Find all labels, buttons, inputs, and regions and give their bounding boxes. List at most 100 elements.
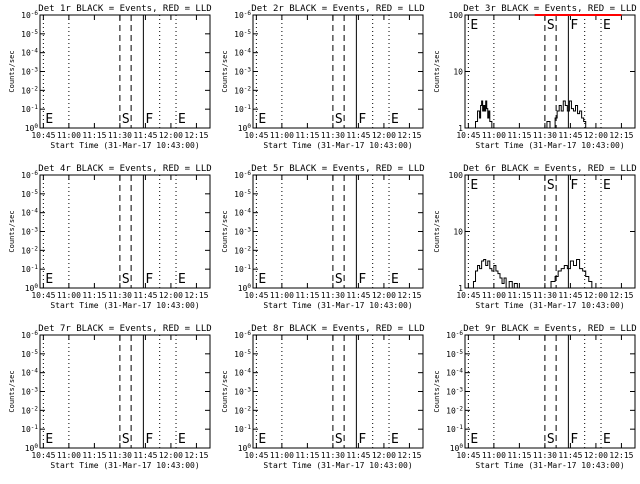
x-tick-label: 12:00 [159, 131, 183, 140]
y-tick-label: 10-2 [21, 85, 38, 95]
x-tick-label: 11:15 [507, 291, 531, 300]
y-tick-label: 10-4 [446, 368, 463, 378]
marker-label: E [603, 432, 611, 447]
x-tick-label: 11:15 [82, 451, 106, 460]
x-tick-label: 11:00 [482, 291, 506, 300]
marker-label: S [547, 18, 555, 33]
y-tick-label: 10-5 [21, 349, 38, 359]
marker-label: S [547, 432, 555, 447]
panel-title: Det 7r BLACK = Events, RED = LLD [38, 324, 211, 334]
y-tick-label: 10-3 [446, 387, 463, 397]
x-tick-label: 11:15 [82, 291, 106, 300]
marker-label: S [122, 272, 130, 287]
detector-panel-9: Det 9r BLACK = Events, RED = LLD 100 10-1 1… [433, 324, 637, 470]
y-tick-label: 10-1 [234, 104, 251, 114]
y-tick-label: 1 [458, 284, 463, 293]
y-tick-label: 1 [458, 124, 463, 133]
x-tick-label: 10:45 [31, 451, 55, 460]
marker-label: E [391, 432, 399, 447]
x-axis-label: Start Time (31-Mar-17 10:43:00) [475, 461, 624, 470]
x-tick-label: 11:45 [133, 131, 157, 140]
detector-panel-4: Det 4r BLACK = Events, RED = LLD 100 10-1 1… [8, 164, 212, 310]
x-tick-label: 11:45 [346, 291, 370, 300]
marker-label: F [145, 112, 153, 127]
x-tick-label: 12:15 [609, 291, 633, 300]
marker-label: F [145, 432, 153, 447]
y-tick-label: 100 [449, 171, 464, 180]
x-tick-label: 10:45 [244, 451, 268, 460]
detector-panel-7: Det 7r BLACK = Events, RED = LLD 100 10-1 1… [8, 324, 212, 470]
y-tick-label: 10-3 [21, 387, 38, 397]
y-tick-label: 10-5 [21, 29, 38, 39]
y-tick-label: 10-3 [234, 227, 251, 237]
x-tick-label: 11:45 [558, 291, 582, 300]
y-tick-label: 10-5 [234, 29, 251, 39]
marker-label: E [470, 18, 478, 33]
y-tick-label: 100 [238, 443, 252, 453]
x-tick-label: 12:00 [584, 291, 608, 300]
y-tick-label: 100 [449, 11, 464, 20]
y-tick-label: 10-2 [21, 405, 38, 415]
y-tick-label: 10-2 [21, 245, 38, 255]
x-tick-label: 11:30 [108, 291, 132, 300]
y-tick-label: 10-6 [234, 10, 251, 20]
y-axis-label: Counts/sec [433, 50, 441, 92]
marker-label: E [178, 112, 186, 127]
x-tick-label: 11:30 [321, 451, 345, 460]
y-tick-label: 10-1 [21, 104, 38, 114]
marker-label: E [178, 272, 186, 287]
x-tick-label: 11:30 [108, 451, 132, 460]
marker-label: F [570, 432, 578, 447]
y-tick-label: 10-4 [234, 368, 251, 378]
panel-title: Det 8r BLACK = Events, RED = LLD [251, 324, 424, 334]
y-tick-label: 100 [25, 123, 39, 133]
x-tick-label: 12:15 [397, 291, 421, 300]
marker-label: F [358, 272, 366, 287]
panel-title: Det 3r BLACK = Events, RED = LLD [463, 4, 636, 14]
marker-label: E [178, 432, 186, 447]
x-axis-label: Start Time (31-Mar-17 10:43:00) [475, 141, 624, 150]
x-tick-label: 11:30 [533, 451, 557, 460]
marker-label: S [122, 112, 130, 127]
marker-label: E [391, 272, 399, 287]
y-tick-label: 10-1 [446, 424, 463, 434]
x-tick-label: 11:15 [295, 131, 319, 140]
y-tick-label: 10-2 [234, 405, 251, 415]
y-tick-label: 10-5 [234, 349, 251, 359]
x-axis-label: Start Time (31-Mar-17 10:43:00) [50, 461, 199, 470]
y-tick-label: 100 [25, 443, 39, 453]
y-axis-label: Counts/sec [221, 370, 229, 412]
y-tick-label: 10-1 [234, 264, 251, 274]
x-tick-label: 11:00 [57, 131, 81, 140]
y-tick-label: 10-3 [234, 387, 251, 397]
x-tick-label: 11:45 [346, 451, 370, 460]
y-axis-label: Counts/sec [8, 50, 16, 92]
y-tick-label: 10-3 [21, 67, 38, 77]
marker-label: E [45, 112, 53, 127]
y-tick-label: 10-5 [234, 189, 251, 199]
x-tick-label: 11:00 [57, 291, 81, 300]
events-series [465, 258, 635, 289]
y-tick-label: 10-6 [234, 330, 251, 340]
panel-title: Det 2r BLACK = Events, RED = LLD [251, 4, 424, 14]
x-axis-label: Start Time (31-Mar-17 10:43:00) [263, 141, 412, 150]
detector-panel-6: Det 6r BLACK = Events, RED = LLD 1 10 100 10… [433, 164, 637, 310]
marker-label: F [358, 432, 366, 447]
y-tick-label: 10-2 [446, 405, 463, 415]
x-tick-label: 12:15 [184, 451, 208, 460]
y-tick-label: 10-4 [234, 208, 251, 218]
y-tick-label: 10-2 [234, 245, 251, 255]
x-tick-label: 12:00 [159, 451, 183, 460]
detector-panel-8: Det 8r BLACK = Events, RED = LLD 100 10-1 1… [221, 324, 425, 470]
y-axis-label: Counts/sec [433, 370, 441, 412]
x-tick-label: 12:15 [184, 291, 208, 300]
marker-label: S [335, 112, 343, 127]
x-tick-label: 11:45 [558, 451, 582, 460]
y-tick-label: 10 [453, 68, 463, 77]
panel-title: Det 1r BLACK = Events, RED = LLD [38, 4, 211, 14]
events-series [465, 100, 635, 129]
panel-title: Det 5r BLACK = Events, RED = LLD [251, 164, 424, 174]
detector-panel-1: Det 1r BLACK = Events, RED = LLD 100 10-1 1… [8, 4, 212, 150]
